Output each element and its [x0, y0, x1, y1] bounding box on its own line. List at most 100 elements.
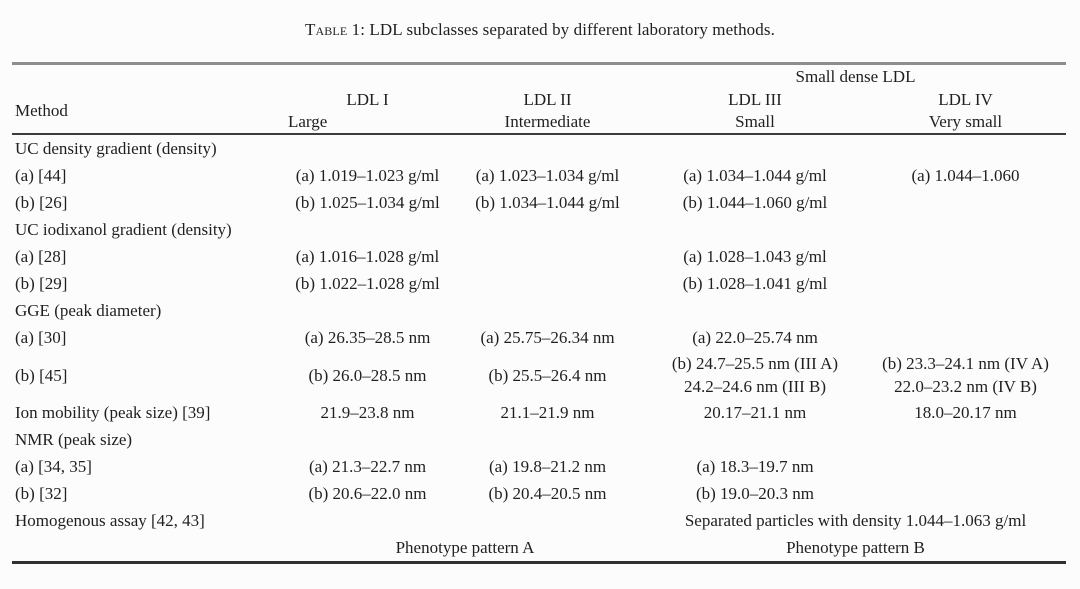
cell-value: (b) 1.028–1.041 g/ml	[682, 274, 828, 293]
cell-value	[285, 134, 450, 162]
cell-value: (a) 25.75–26.34 nm	[480, 328, 615, 347]
cell-method: (a) [44]	[15, 166, 67, 185]
cell-method: UC density gradient (density)	[15, 139, 217, 158]
table-row: (b) [32] (b) 20.6–22.0 nm (b) 20.4–20.5 nm…	[12, 480, 1066, 507]
cell-value	[450, 426, 645, 453]
cell-value: (a) 26.35–28.5 nm	[304, 328, 431, 347]
table-row: UC density gradient (density)	[12, 134, 1066, 162]
cell-value	[645, 134, 865, 162]
cell-method: (b) [26]	[15, 193, 68, 212]
subheader-small: Small	[735, 112, 775, 131]
table-body: UC density gradient (density) (a) [44] (a)…	[12, 134, 1066, 563]
header-ldl-2: LDL II	[523, 90, 572, 109]
cell-value: (a) 21.3–22.7 nm	[308, 457, 427, 476]
cell-method: (a) [28]	[15, 247, 67, 266]
cell-value	[285, 507, 450, 534]
cell-method: (b) [32]	[15, 484, 68, 503]
cell-method: (a) [34, 35]	[15, 457, 92, 476]
cell-value	[450, 270, 645, 297]
cell-method	[12, 534, 285, 563]
table-row: (b) [29] (b) 1.022–1.028 g/ml (b) 1.028–1.…	[12, 270, 1066, 297]
cell-value-line: (b) 24.7–25.5 nm (III A)	[671, 354, 839, 373]
cell-value	[285, 297, 450, 324]
cell-value: (b) 1.034–1.044 g/ml	[475, 193, 620, 212]
header-ldl-3: LDL III	[728, 90, 782, 109]
cell-value: (a) 1.016–1.028 g/ml	[295, 247, 440, 266]
cell-method: Ion mobility (peak size) [39]	[15, 403, 211, 422]
spacer-cell	[285, 64, 450, 90]
cell-value: (a) 1.044–1.060	[911, 166, 1020, 185]
cell-value	[865, 243, 1066, 270]
cell-value: Phenotype pattern A	[395, 538, 535, 557]
table-row: NMR (peak size)	[12, 426, 1066, 453]
cell-value: (b) 1.025–1.034 g/ml	[295, 193, 440, 212]
cell-value	[865, 189, 1066, 216]
cell-value	[285, 216, 450, 243]
cell-value	[865, 324, 1066, 351]
cell-value: Phenotype pattern B	[786, 538, 925, 557]
cell-value: Separated particles with density 1.044–1…	[684, 511, 1027, 530]
cell-value	[645, 216, 865, 243]
header-ldl-4: LDL IV	[938, 90, 993, 109]
cell-method: UC iodixanol gradient (density)	[15, 220, 232, 239]
header-method: Method	[15, 101, 68, 120]
cell-value: (a) 1.034–1.044 g/ml	[683, 166, 827, 185]
table-row: (a) [28] (a) 1.016–1.028 g/ml (a) 1.028–1.…	[12, 243, 1066, 270]
table-row: Homogenous assay [42, 43] Separated parti…	[12, 507, 1066, 534]
table-row: (b) [45] (b) 26.0–28.5 nm (b) 25.5–26.4 nm…	[12, 351, 1066, 399]
cell-value: (b) 23.3–24.1 nm (IV A) 22.0–23.2 nm (IV …	[865, 351, 1066, 399]
column-subheader-row: Large Intermediate Small Very small	[12, 111, 1066, 134]
cell-value: (b) 26.0–28.5 nm	[308, 365, 427, 385]
cell-method: (b) [29]	[15, 274, 68, 293]
group-header-row: Small dense LDL	[12, 64, 1066, 90]
cell-value: (a) 1.019–1.023 g/ml	[295, 166, 440, 185]
cell-value	[645, 297, 865, 324]
cell-value: 20.17–21.1 nm	[703, 403, 807, 422]
cell-value: (b) 25.5–26.4 nm	[488, 365, 607, 385]
table-row: (a) [34, 35] (a) 21.3–22.7 nm (a) 19.8–21.…	[12, 453, 1066, 480]
cell-method: (a) [30]	[15, 328, 67, 347]
cell-value: (b) 1.022–1.028 g/ml	[295, 274, 440, 293]
spacer-cell	[450, 64, 645, 90]
cell-value: (a) 19.8–21.2 nm	[488, 457, 607, 476]
cell-value: 18.0–20.17 nm	[914, 403, 1017, 422]
cell-value	[865, 480, 1066, 507]
caption-text: LDL subclasses separated by different la…	[365, 20, 775, 39]
cell-value	[865, 216, 1066, 243]
cell-value	[865, 426, 1066, 453]
cell-value: (b) 24.7–25.5 nm (III A) 24.2–24.6 nm (II…	[645, 351, 865, 399]
cell-method: (b) [45]	[15, 365, 68, 385]
cell-value-line: 22.0–23.2 nm (IV B)	[894, 377, 1037, 396]
cell-value	[450, 216, 645, 243]
table-header: Small dense LDL Method LDL I LDL II LDL …	[12, 64, 1067, 134]
cell-value	[450, 297, 645, 324]
cell-value	[865, 134, 1066, 162]
cell-value: (b) 1.044–1.060 g/ml	[682, 193, 828, 212]
cell-value-line: 24.2–24.6 nm (III B)	[683, 377, 827, 396]
cell-value: (a) 1.023–1.034 g/ml	[475, 166, 620, 185]
cell-value: (b) 20.6–22.0 nm	[308, 484, 427, 503]
ldl-subclasses-table: Small dense LDL Method LDL I LDL II LDL …	[12, 62, 1067, 564]
cell-value: (a) 1.028–1.043 g/ml	[683, 247, 827, 266]
cell-method: NMR (peak size)	[15, 430, 133, 449]
subheader-very-small: Very small	[928, 112, 1003, 131]
cell-value: 21.9–23.8 nm	[320, 403, 415, 422]
cell-value	[285, 426, 450, 453]
cell-value	[450, 507, 645, 534]
cell-value-line: (b) 23.3–24.1 nm (IV A)	[882, 354, 1049, 373]
table-caption: Table 1: LDL subclasses separated by dif…	[0, 20, 1080, 40]
cell-value: (b) 20.4–20.5 nm	[488, 484, 607, 503]
cell-value	[865, 270, 1066, 297]
cell-method: GGE (peak diameter)	[15, 301, 162, 320]
spacer-cell	[12, 64, 285, 90]
cell-value	[450, 134, 645, 162]
table-row: Phenotype pattern A Phenotype pattern B	[12, 534, 1066, 563]
subheader-intermediate: Intermediate	[504, 112, 591, 131]
cell-value: (a) 22.0–25.74 nm	[692, 328, 818, 347]
cell-value	[865, 297, 1066, 324]
cell-value: (a) 18.3–19.7 nm	[696, 457, 814, 476]
table-row: (a) [30] (a) 26.35–28.5 nm (a) 25.75–26.34…	[12, 324, 1066, 351]
table-row: UC iodixanol gradient (density)	[12, 216, 1066, 243]
table-row: GGE (peak diameter)	[12, 297, 1066, 324]
subheader-large: Large	[288, 112, 328, 131]
